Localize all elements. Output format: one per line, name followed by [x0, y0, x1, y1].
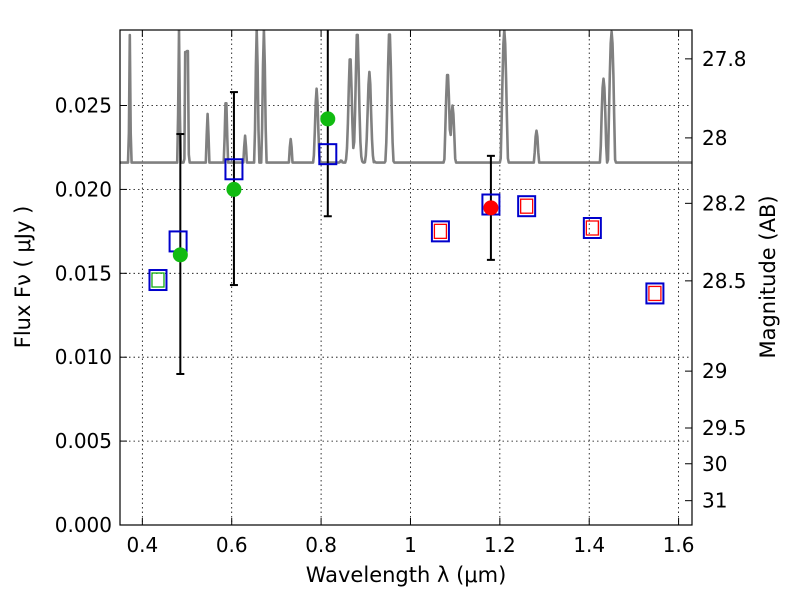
- inner-square: [585, 220, 599, 236]
- mag-tick-label: 27.8: [702, 47, 747, 71]
- model-photometry-square: [582, 217, 602, 239]
- x-tick-label: 1: [404, 533, 417, 557]
- tick-marks: [120, 30, 692, 526]
- y-tick-label: 0.005: [55, 429, 112, 453]
- x-tick-label: 0.8: [305, 533, 337, 557]
- mag-tick-label: 29: [702, 359, 727, 383]
- mag-tick-label: 30: [702, 452, 727, 476]
- plot-area: [120, 30, 692, 375]
- y-axis-title: Flux Fν ( μJy ): [11, 206, 35, 349]
- x-tick-label: 0.6: [216, 533, 248, 557]
- model-photometry-square: [430, 220, 450, 243]
- x-tick-label: 1.4: [573, 533, 605, 557]
- x-axis-title: Wavelength λ (μm): [306, 563, 507, 587]
- x-tick-label: 1.6: [663, 533, 695, 557]
- observed-point: [320, 111, 336, 127]
- y-tick-label: 0.010: [55, 345, 112, 369]
- mag-tick-label: 31: [702, 489, 727, 513]
- model-photometry-square: [645, 282, 665, 305]
- y-tick-label: 0.020: [55, 177, 112, 201]
- y-tick-label: 0.000: [55, 513, 112, 537]
- model-photometry-square: [517, 195, 537, 218]
- model-photometry-square: [148, 269, 168, 292]
- model-photometry-square: [224, 158, 244, 181]
- observed-point: [483, 200, 499, 216]
- inner-square: [648, 285, 662, 302]
- y-tick-label: 0.015: [55, 261, 112, 285]
- x-tick-label: 1.2: [484, 533, 516, 557]
- tick-labels: 0.4 0.6 0.8 1 1.2 1.4 1.6 0.000 0.005 0.010 0.015 0…: [55, 47, 747, 557]
- mag-tick-label: 28.2: [702, 191, 747, 215]
- inner-square: [520, 198, 534, 214]
- y-tick-label: 0.025: [55, 94, 112, 118]
- mag-tick-label: 28: [702, 126, 727, 150]
- plot-frame: [119, 29, 693, 526]
- model-spectrum-line: [120, 30, 692, 164]
- model-photometry-square: [318, 143, 338, 166]
- inner-square: [151, 272, 165, 288]
- mag-tick-label: 28.5: [702, 269, 747, 293]
- observed-point: [226, 181, 242, 197]
- grid-lines: [120, 30, 692, 525]
- right-axis-title: Magnitude (AB): [756, 195, 780, 358]
- plot-background: [120, 30, 692, 525]
- inner-square: [433, 223, 448, 240]
- mag-tick-label: 29.5: [702, 416, 747, 440]
- observed-point: [172, 247, 188, 263]
- x-tick-label: 0.4: [126, 533, 158, 557]
